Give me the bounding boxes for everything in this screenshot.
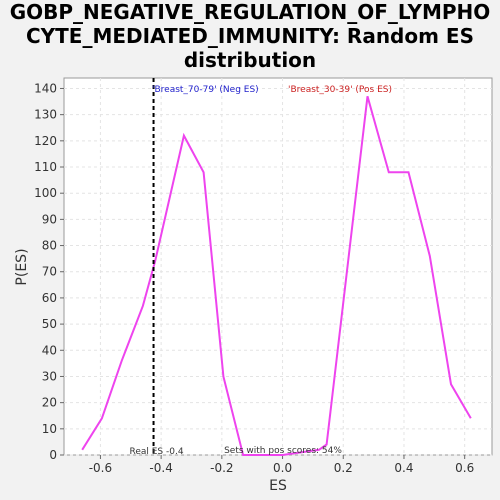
grid-lines xyxy=(64,78,492,456)
y-tick-label: 40 xyxy=(42,343,57,357)
x-tick-label: 0.4 xyxy=(394,461,413,475)
chart-title: GOBP_NEGATIVE_REGULATION_OF_LYMPHO CYTE_… xyxy=(0,0,500,72)
chart-title-line-1: GOBP_NEGATIVE_REGULATION_OF_LYMPHO xyxy=(9,0,491,24)
y-tick-label: 80 xyxy=(42,239,57,253)
y-tick-label: 20 xyxy=(42,396,57,410)
x-tick-label: -0.2 xyxy=(210,461,233,475)
pos-scores-label: Sets with pos scores: 54% xyxy=(224,446,342,456)
y-tick-label: 70 xyxy=(42,265,57,279)
x-tick-label: 0.6 xyxy=(455,461,474,475)
y-tick-label: 90 xyxy=(42,212,57,226)
chart-title-line-3: distribution xyxy=(183,48,317,72)
y-axis-ticks: 0 10 20 30 40 50 60 70 80 90 100 110 120 130 140 xyxy=(34,81,64,462)
y-tick-label: 110 xyxy=(34,160,57,174)
pos-es-label: 'Breast_30-39' (Pos ES) xyxy=(288,85,392,95)
x-axis-ticks: -0.6 -0.4 -0.2 0.0 0.2 0.4 0.6 xyxy=(89,455,474,475)
y-tick-label: 100 xyxy=(34,186,57,200)
x-tick-label: 0.0 xyxy=(273,461,292,475)
y-tick-label: 50 xyxy=(42,317,57,331)
y-tick-label: 30 xyxy=(42,369,57,383)
es-distribution-line xyxy=(81,96,472,456)
y-tick-label: 60 xyxy=(42,291,57,305)
x-tick-label: -0.4 xyxy=(149,461,172,475)
plot-area xyxy=(63,77,493,456)
y-tick-label: 120 xyxy=(34,134,57,148)
x-axis-label: ES xyxy=(269,478,287,494)
y-tick-label: 0 xyxy=(49,448,57,462)
neg-es-label: 'Breast_70-79' (Neg ES) xyxy=(152,85,259,95)
y-tick-label: 10 xyxy=(42,422,57,436)
y-tick-label: 140 xyxy=(34,81,57,95)
y-tick-label: 130 xyxy=(34,108,57,122)
y-axis-label: P(ES) xyxy=(14,248,30,285)
chart-title-line-2: CYTE_MEDIATED_IMMUNITY: Random ES xyxy=(26,24,474,48)
real-es-label: Real ES -0.4 xyxy=(129,447,183,457)
x-tick-label: -0.6 xyxy=(89,461,112,475)
x-tick-label: 0.2 xyxy=(334,461,353,475)
